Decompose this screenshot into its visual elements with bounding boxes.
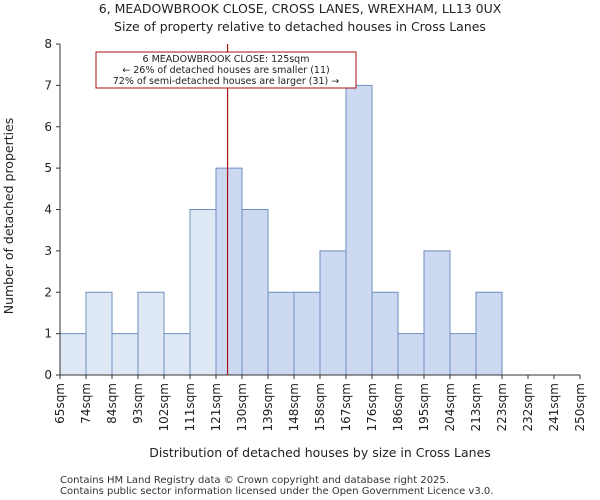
- x-axis-ticks: 65sqm 74sqm 84sqm 93sqm 102sqm 111sqm 121sqm 13…: [53, 375, 587, 431]
- y-tick-label: 2: [44, 285, 52, 299]
- footer-line-2: Contains public sector information licen…: [60, 486, 493, 497]
- bar-102sqm: [163, 333, 191, 376]
- x-tick-label: 186sqm: [391, 383, 405, 431]
- bar-74sqm: [85, 291, 113, 376]
- x-tick-label: 65sqm: [53, 383, 67, 424]
- bar-139sqm: [267, 291, 295, 376]
- bar-130sqm: [241, 209, 269, 376]
- footer-line-1: Contains HM Land Registry data © Crown c…: [60, 475, 449, 486]
- x-tick-label: 148sqm: [287, 383, 301, 431]
- bar-93sqm: [137, 291, 165, 376]
- x-tick-label: 111sqm: [183, 383, 197, 431]
- x-tick-label: 139sqm: [261, 383, 275, 431]
- annotation-line-2: ← 26% of detached houses are smaller (11…: [122, 65, 329, 76]
- x-tick-label: 250sqm: [573, 383, 587, 431]
- x-tick-label: 102sqm: [157, 383, 171, 431]
- y-tick-label: 5: [44, 161, 52, 175]
- y-tick-label: 1: [44, 327, 52, 341]
- x-tick-label: 167sqm: [339, 383, 353, 431]
- bar-121sqm: [215, 167, 243, 376]
- x-tick-label: 158sqm: [313, 383, 327, 431]
- x-tick-label: 232sqm: [521, 383, 535, 431]
- y-tick-label: 6: [44, 120, 52, 134]
- bar-195sqm: [423, 250, 451, 376]
- y-axis-label: Number of detached properties: [1, 118, 16, 315]
- bar-148sqm: [293, 291, 321, 376]
- annotation-line-3: 72% of semi-detached houses are larger (…: [113, 76, 340, 87]
- y-tick-label: 0: [44, 368, 52, 382]
- annotation-line-1: 6 MEADOWBROOK CLOSE: 125sqm: [143, 54, 310, 65]
- y-axis-ticks: 0 1 2 3 4 5 6 7 8: [44, 37, 60, 382]
- bar-213sqm: [475, 291, 503, 376]
- x-tick-label: 204sqm: [443, 383, 457, 431]
- x-tick-label: 93sqm: [131, 383, 145, 424]
- chart-title: 6, MEADOWBROOK CLOSE, CROSS LANES, WREXH…: [99, 1, 502, 16]
- annotation-box: 6 MEADOWBROOK CLOSE: 125sqm ← 26% of det…: [95, 51, 357, 89]
- bar-111sqm: [189, 209, 217, 376]
- annotation-rect: [95, 51, 357, 89]
- x-tick-label: 130sqm: [235, 383, 249, 431]
- x-tick-label: 74sqm: [79, 383, 93, 424]
- bar-65sqm: [59, 333, 87, 376]
- y-tick-label: 7: [44, 78, 52, 92]
- y-tick-label: 3: [44, 244, 52, 258]
- y-tick-label: 8: [44, 37, 52, 51]
- bar-158sqm: [319, 250, 347, 376]
- bars-group: [59, 84, 503, 376]
- x-tick-label: 241sqm: [547, 383, 561, 431]
- x-tick-label: 223sqm: [495, 383, 509, 431]
- x-tick-label: 195sqm: [417, 383, 431, 431]
- x-axis-label: Distribution of detached houses by size …: [149, 445, 491, 460]
- bar-204sqm: [449, 333, 477, 376]
- x-tick-label: 176sqm: [365, 383, 379, 431]
- x-tick-label: 84sqm: [105, 383, 119, 424]
- bar-167sqm: [345, 84, 373, 376]
- y-tick-label: 4: [44, 203, 52, 217]
- bar-176sqm: [371, 291, 399, 376]
- x-tick-label: 121sqm: [209, 383, 223, 431]
- chart-subtitle: Size of property relative to detached ho…: [114, 19, 486, 34]
- bar-186sqm: [397, 333, 425, 376]
- bar-84sqm: [111, 333, 139, 376]
- x-tick-label: 213sqm: [469, 383, 483, 431]
